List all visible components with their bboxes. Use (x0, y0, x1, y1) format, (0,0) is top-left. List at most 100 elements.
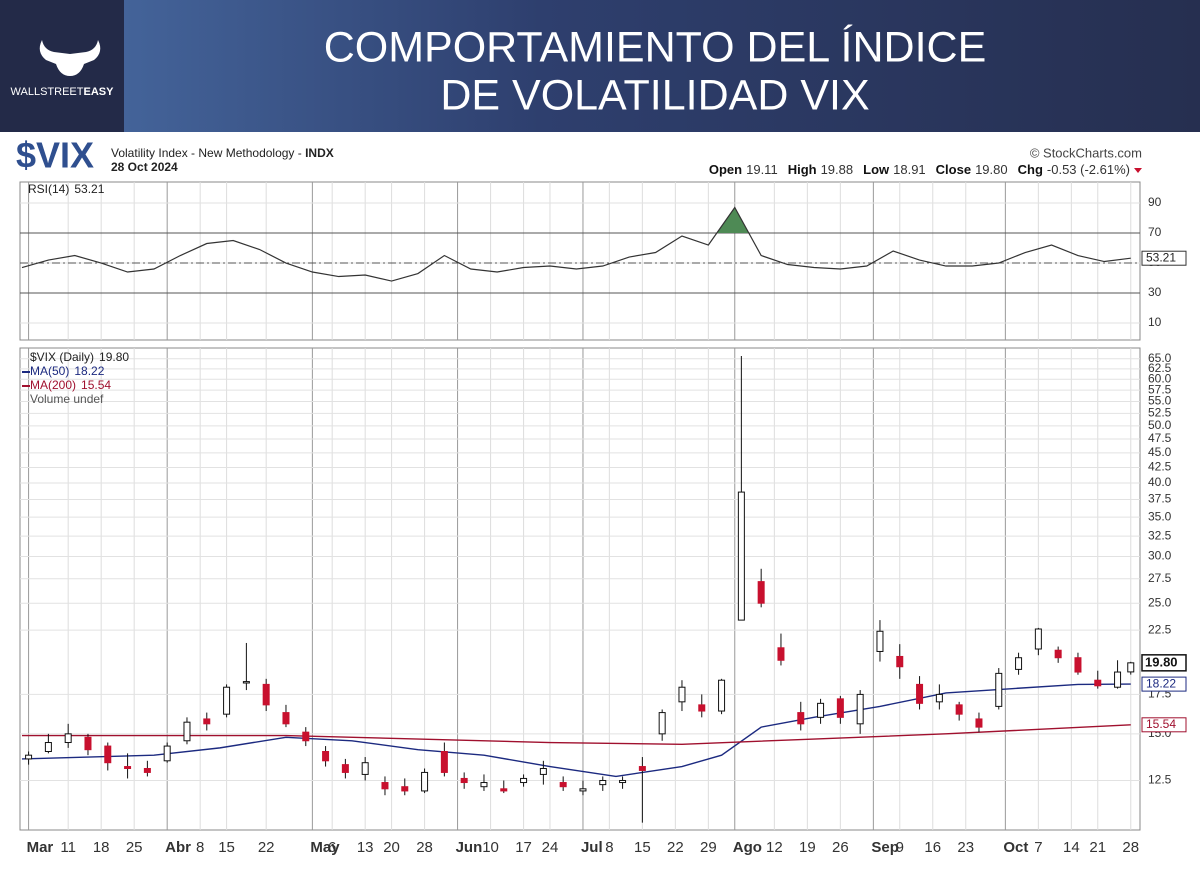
ma-line (21, 724, 1131, 745)
quote-value: 19.80 (975, 162, 1008, 177)
legend-value: 15.54 (81, 378, 111, 392)
candle-body (698, 704, 706, 712)
candle-body (341, 764, 349, 773)
value-box-label: 19.80 (1145, 654, 1178, 669)
x-tick-label: Jun (456, 839, 483, 856)
x-tick-label: 7 (1034, 839, 1042, 856)
candle-body (975, 718, 983, 728)
candle-body (421, 771, 429, 792)
candle-body (282, 712, 290, 725)
y-tick-label: 57.5 (1148, 382, 1172, 396)
y-tick-label: 10 (1148, 315, 1162, 329)
candle-body (440, 750, 448, 773)
symbol: $VIX (16, 135, 94, 176)
candle-body (104, 745, 112, 764)
y-tick-label: 32.5 (1148, 528, 1172, 542)
candle-body (1054, 649, 1062, 659)
legend-entry: MA(50) 18.22 (30, 364, 105, 378)
x-tick-label: 21 (1089, 839, 1106, 856)
y-tick-label: 12.5 (1148, 773, 1172, 787)
x-tick-label: 25 (126, 839, 143, 856)
candle-body (242, 681, 250, 684)
y-tick-label: 55.0 (1148, 394, 1172, 408)
candle-body (718, 679, 726, 712)
quote-label: Open (709, 162, 742, 177)
x-tick-label: 15 (634, 839, 651, 856)
y-tick-label: 40.0 (1148, 475, 1172, 489)
legend-entry: MA(200) 15.54 (30, 378, 111, 392)
candle-body (836, 698, 844, 718)
y-tick-label: 30.0 (1148, 549, 1172, 563)
candle-body (995, 672, 1003, 707)
candle-body (1094, 679, 1102, 687)
candle-body (262, 683, 270, 706)
candle-body (678, 686, 686, 703)
candle-body (579, 788, 587, 792)
quote-label: Chg (1018, 162, 1043, 177)
x-tick-label: 10 (482, 839, 499, 856)
desc-text: Volatility Index - New Methodology - (111, 146, 305, 160)
overbought-area (21, 207, 1131, 234)
x-tick-label: 12 (766, 839, 783, 856)
candle-body (757, 581, 765, 604)
rsi-legend: RSI(14) 53.21 (28, 182, 105, 196)
y-tick-label: 90 (1148, 195, 1162, 209)
candle-body (876, 630, 884, 652)
quote-label: Low (863, 162, 890, 177)
candle-body (1074, 657, 1082, 673)
header-bar (0, 0, 1200, 132)
x-tick-label: 17 (515, 839, 532, 856)
candle-body (1034, 628, 1042, 650)
candle-body (1114, 671, 1122, 688)
x-tick-label: 22 (258, 839, 275, 856)
x-tick-label: Abr (165, 839, 191, 856)
candle-body (599, 779, 607, 786)
y-tick-label: 52.5 (1148, 406, 1172, 420)
candle-body (638, 766, 646, 771)
x-tick-label: 13 (357, 839, 374, 856)
candle-body (124, 766, 132, 769)
x-tick-label: 28 (1122, 839, 1139, 856)
x-tick-label: 8 (605, 839, 613, 856)
candle-body (480, 782, 488, 788)
candle-body (25, 754, 33, 760)
candle-body (658, 712, 666, 735)
candle-body (163, 745, 171, 762)
legend-value: 53.21 (74, 182, 104, 196)
candle-body (559, 782, 567, 788)
x-tick-label: 15 (218, 839, 235, 856)
candle-body (619, 779, 627, 784)
y-tick-label: 65.0 (1148, 351, 1172, 365)
candle-body (223, 686, 231, 715)
down-arrow (1134, 168, 1142, 173)
candle-body (64, 733, 72, 744)
x-tick-label: 20 (383, 839, 400, 856)
price-panel (19, 347, 1141, 831)
candle-body (203, 718, 211, 725)
logo-word: EASY (83, 86, 114, 98)
legend-value: 19.80 (99, 350, 129, 364)
candle-body (361, 762, 369, 775)
y-tick-label: 25.0 (1148, 595, 1172, 609)
value-box (1141, 717, 1187, 733)
candle-body (737, 491, 745, 621)
y-tick-label: 60.0 (1148, 371, 1172, 385)
y-tick-label: 30 (1148, 285, 1162, 299)
candle-body (777, 647, 785, 661)
volume-legend: Volume undef (30, 392, 104, 406)
x-tick-label: Sep (871, 839, 899, 856)
candle-body (500, 788, 508, 792)
x-tick-label: 9 (896, 839, 904, 856)
y-tick-label: 70 (1148, 225, 1162, 239)
quote-label: Close (936, 162, 971, 177)
x-tick-label: Mar (27, 839, 54, 856)
candle-body (817, 702, 825, 718)
legend-value: 18.22 (74, 364, 104, 378)
quote-line: Open 19.11 High 19.88 Low 18.91 Close 19.80 Chg -… (709, 162, 1130, 177)
x-tick-label: 6 (328, 839, 336, 856)
candle-body (84, 736, 92, 751)
date: 28 Oct 2024 (111, 160, 178, 174)
y-tick-label: 45.0 (1148, 445, 1172, 459)
